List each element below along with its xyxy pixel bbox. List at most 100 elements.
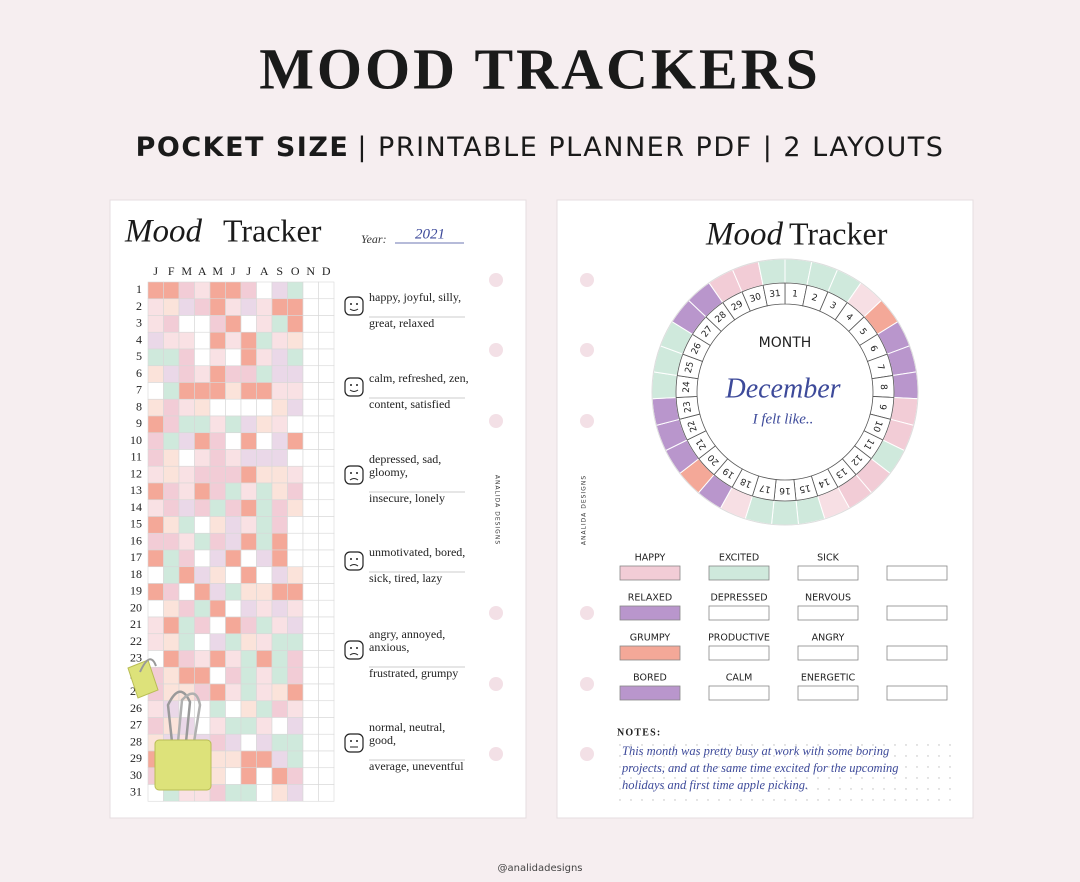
- grid-cell: [225, 482, 242, 501]
- face-eye: [356, 740, 358, 742]
- grid-cell: [256, 733, 273, 752]
- grid-cell: [178, 482, 195, 501]
- grid-cell: [225, 398, 242, 417]
- note-dot: [685, 766, 687, 768]
- note-dot: [927, 744, 929, 746]
- grid-cell: [240, 566, 257, 584]
- note-dot: [949, 777, 951, 779]
- hole: [580, 677, 594, 691]
- note-dot: [784, 744, 786, 746]
- wheel-day: 24: [682, 381, 693, 393]
- right-title-script: Mood: [705, 217, 783, 253]
- note-dot: [872, 755, 874, 757]
- note-dot: [685, 799, 687, 801]
- hole: [580, 273, 594, 287]
- hole: [580, 747, 594, 761]
- grid-cell: [271, 750, 288, 769]
- right-title: Tracker: [789, 215, 888, 251]
- mood-text: happy, joyful, silly,: [369, 290, 461, 304]
- wheel-day: 8: [878, 384, 888, 390]
- grid-cell: [287, 683, 304, 702]
- grid-cell: [147, 315, 164, 333]
- grid-cell: [240, 348, 257, 367]
- legend-label: RELAXED: [628, 593, 672, 604]
- grid-cell: [178, 432, 195, 450]
- grid-cell: [225, 432, 242, 450]
- grid-cell: [240, 415, 257, 434]
- note-dot: [674, 744, 676, 746]
- grid-cell: [240, 616, 257, 635]
- grid-cell: [256, 566, 273, 584]
- month-label: MONTH: [759, 335, 812, 351]
- grid-cell: [194, 315, 211, 333]
- grid-cell: [209, 566, 226, 584]
- grid-cell: [225, 616, 242, 635]
- grid-cell: [256, 482, 273, 501]
- note-dot: [927, 777, 929, 779]
- grid-cell: [240, 650, 257, 668]
- grid-cell: [287, 616, 304, 635]
- note-dot: [685, 744, 687, 746]
- grid-cell: [256, 767, 273, 785]
- note-dot: [641, 755, 643, 757]
- grid-cell: [256, 666, 273, 685]
- grid-cell: [318, 382, 335, 400]
- grid-cell: [302, 616, 319, 635]
- legend-label: PRODUCTIVE: [708, 633, 770, 644]
- note-dot: [927, 799, 929, 801]
- grid-cell: [318, 415, 335, 434]
- grid-cell: [271, 633, 288, 651]
- grid-cell: [240, 482, 257, 501]
- grid-cell: [302, 666, 319, 685]
- grid-cell: [225, 733, 242, 752]
- grid-cell: [225, 298, 242, 316]
- note-dot: [641, 744, 643, 746]
- grid-cell: [271, 432, 288, 450]
- grid-cell: [225, 583, 242, 601]
- legend-box: [886, 605, 948, 621]
- note-line: This month was pretty busy at work with …: [622, 744, 889, 758]
- note-dot: [938, 777, 940, 779]
- note-dot: [630, 777, 632, 779]
- note-dot: [784, 766, 786, 768]
- grid-cell: [318, 683, 335, 702]
- grid-cell: [287, 365, 304, 383]
- grid-cell: [318, 599, 335, 618]
- grid-cell: [302, 599, 319, 618]
- footer-handle: @analidadesigns: [497, 863, 582, 874]
- grid-cell: [225, 767, 242, 785]
- note-dot: [630, 799, 632, 801]
- grid-cell: [287, 700, 304, 718]
- left-title-script: Mood: [124, 214, 202, 250]
- note-dot: [773, 788, 775, 790]
- day-number: 31: [130, 785, 142, 799]
- grid-cell: [302, 532, 319, 551]
- note-dot: [839, 766, 841, 768]
- note-dot: [883, 766, 885, 768]
- grid-cell: [271, 382, 288, 400]
- note-dot: [663, 755, 665, 757]
- grid-cell: [302, 281, 319, 300]
- note-dot: [850, 777, 852, 779]
- grid-cell: [318, 365, 335, 383]
- grid-cell: [287, 784, 304, 802]
- grid-cell: [302, 315, 319, 333]
- grid-cell: [256, 549, 273, 568]
- month-letter: M: [181, 264, 192, 278]
- mood-face: [344, 640, 364, 660]
- face-eye: [350, 384, 352, 386]
- note-dot: [784, 788, 786, 790]
- note-dot: [674, 766, 676, 768]
- grid-cell: [318, 583, 335, 601]
- grid-cell: [256, 465, 273, 484]
- grid-cell: [209, 315, 226, 333]
- note-dot: [740, 788, 742, 790]
- grid-cell: [302, 331, 319, 350]
- grid-cell: [271, 298, 288, 316]
- note-dot: [729, 788, 731, 790]
- grid-cell: [163, 465, 180, 484]
- grid-cell: [147, 700, 164, 718]
- grid-cell: [240, 432, 257, 450]
- day-number: 6: [136, 366, 142, 380]
